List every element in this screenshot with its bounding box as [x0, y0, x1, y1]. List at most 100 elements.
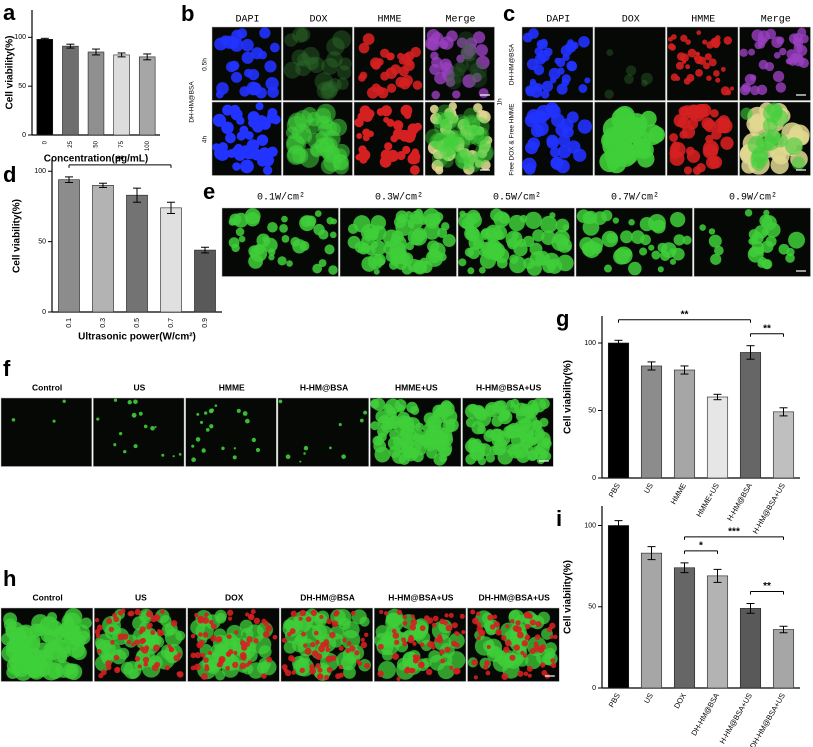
cell-blob [540, 215, 558, 234]
cell-blob [451, 129, 471, 149]
cell-blob [442, 233, 456, 248]
cell-blob [505, 624, 510, 629]
cell-blob [765, 235, 777, 247]
cell-blob [113, 616, 120, 623]
cell-blob [462, 114, 481, 133]
cell-blob [209, 424, 214, 429]
error-bar [614, 339, 623, 347]
cell-blob [534, 83, 543, 92]
column-header: 0.9W/cm² [729, 192, 777, 204]
cell-blob [546, 136, 559, 150]
cell-blob [476, 622, 482, 627]
cell-blob [709, 155, 723, 169]
micrograph [739, 101, 811, 176]
cell-blob [303, 445, 309, 451]
cell-blob [233, 143, 244, 154]
cell-blob [233, 650, 238, 655]
cell-blob [439, 618, 446, 625]
cell-blob [251, 47, 264, 60]
cell-blob [409, 165, 420, 175]
cell-blob [540, 644, 546, 651]
bar [640, 365, 663, 479]
cell-blob [427, 249, 442, 264]
cell-blob [263, 237, 278, 253]
micrograph [666, 101, 739, 176]
cell-blob [255, 102, 264, 111]
y-tick-label: 100 [34, 168, 46, 175]
cell-blob [457, 148, 472, 164]
cell-blob [382, 649, 394, 661]
cell-blob [108, 626, 114, 633]
cell-blob [761, 228, 769, 236]
cell-blob [281, 664, 288, 670]
cell-blob [392, 247, 407, 261]
error-bar [779, 407, 788, 417]
micrograph [277, 397, 369, 467]
column-header: H-HM@BSA+US [388, 592, 454, 602]
column-header: Merge [761, 15, 791, 26]
cell-blob [443, 133, 458, 147]
row-label: 4h [202, 136, 209, 144]
cell-blob [408, 634, 414, 640]
y-tick-label: 100 [14, 34, 26, 41]
cell-blob [324, 244, 335, 255]
cell-blob [419, 662, 425, 667]
cell-blob [383, 116, 390, 123]
cell-blob [477, 135, 492, 151]
cell-blob [787, 57, 794, 65]
cell-blob [418, 216, 428, 225]
cell-blob [328, 265, 338, 275]
cell-blob [310, 641, 316, 648]
micrograph [424, 101, 495, 176]
cell-blob [314, 613, 328, 627]
cell-blob [123, 661, 142, 680]
cell-blob [296, 53, 311, 67]
cell-blob [358, 74, 366, 82]
cell-blob [460, 45, 476, 62]
cell-blob [150, 615, 157, 623]
cell-blob [524, 635, 530, 641]
cell-blob [393, 120, 404, 131]
cell-blob [227, 148, 237, 158]
micrograph [594, 101, 666, 176]
cell-blob [305, 56, 319, 71]
cell-blob [194, 663, 201, 671]
cell-blob [452, 62, 467, 77]
cell-blob [399, 416, 415, 432]
cell-blob [715, 77, 721, 83]
x-axis-label: Ultrasonic power(W/cm²) [78, 332, 196, 343]
cell-blob [133, 444, 138, 449]
cell-blob [200, 652, 206, 658]
cell-blob [426, 415, 442, 432]
cell-blob [332, 30, 352, 50]
cell-blob [215, 636, 223, 643]
cell-blob [150, 425, 155, 431]
micrograph [521, 101, 594, 176]
cell-blob [235, 227, 245, 237]
column-header: US [134, 382, 146, 392]
cell-blob [456, 37, 468, 49]
bar [772, 411, 795, 479]
y-tick-label: 0 [22, 132, 26, 139]
cell-blob [340, 630, 361, 650]
cell-blob [695, 51, 700, 57]
cell-blob [603, 264, 612, 273]
cell-blob [320, 82, 338, 100]
y-axis-label: Cell viability(%) [563, 360, 574, 434]
cell-blob [555, 218, 570, 233]
column-header: DH-HM@BSA+US [478, 592, 550, 602]
group-label: DH-HM@BSA [189, 81, 196, 123]
cell-blob [269, 42, 280, 53]
cell-blob [739, 48, 748, 57]
cell-blob [562, 53, 570, 62]
cell-blob [338, 665, 343, 670]
cell-blob [233, 447, 236, 450]
cell-blob [413, 227, 427, 242]
cell-blob [383, 403, 393, 414]
cell-blob [471, 659, 478, 666]
bar [126, 194, 148, 313]
cell-blob [202, 632, 209, 638]
cell-blob [239, 125, 249, 135]
cell-blob [705, 134, 714, 144]
